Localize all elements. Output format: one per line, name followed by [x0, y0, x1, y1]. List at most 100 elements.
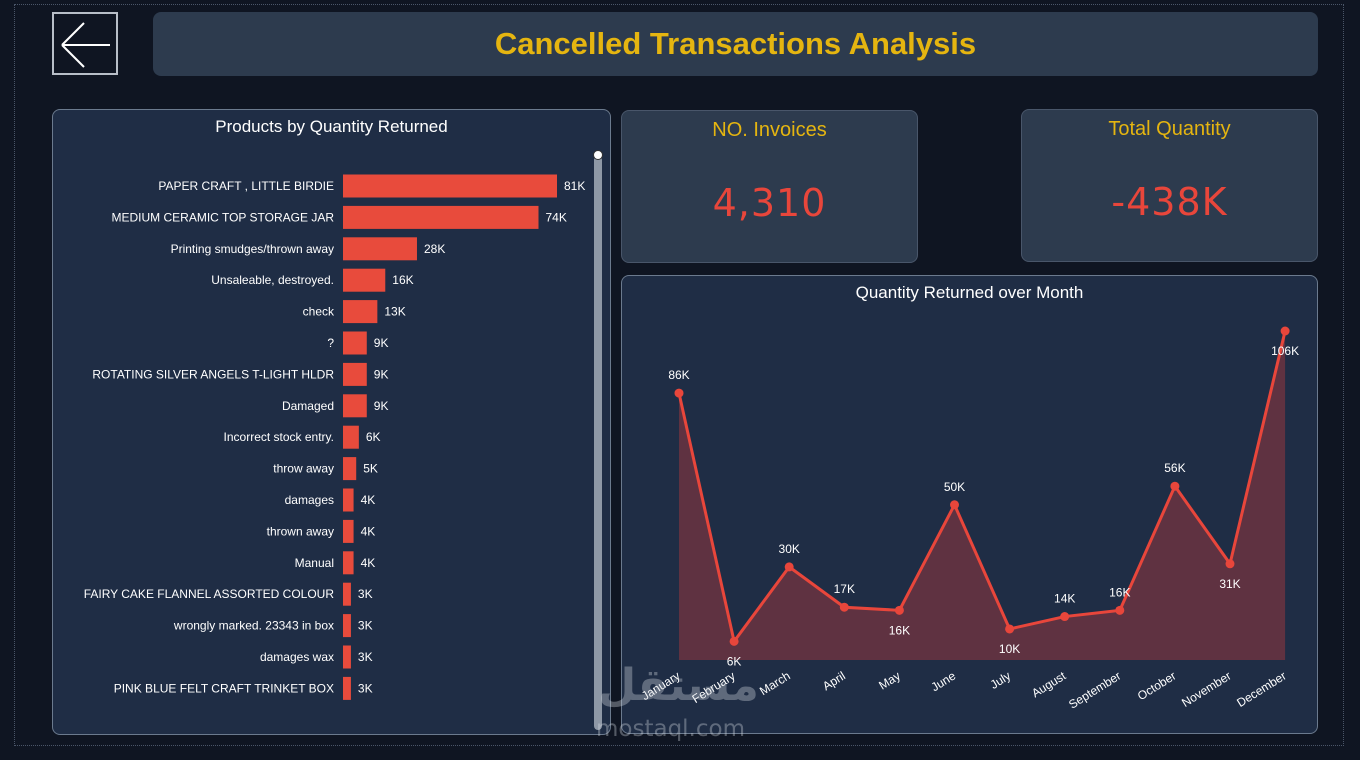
bar-value-label: 9K: [374, 336, 389, 350]
scrollbar-handle[interactable]: [593, 150, 603, 160]
bar[interactable]: [343, 676, 351, 700]
bar-chart-scrollbar[interactable]: [594, 156, 602, 730]
data-label: 14K: [1054, 592, 1075, 606]
data-label: 56K: [1164, 461, 1185, 475]
bar-category-label: Manual: [295, 556, 334, 570]
bar[interactable]: [343, 237, 417, 261]
bar[interactable]: [343, 425, 359, 449]
bar[interactable]: [343, 394, 367, 418]
bar-category-label: wrongly marked. 23343 in box: [173, 619, 334, 633]
bar[interactable]: [343, 362, 367, 386]
data-point[interactable]: [784, 562, 794, 572]
data-label: 106K: [1271, 344, 1299, 358]
x-tick-label: April: [820, 669, 848, 694]
data-label: 6K: [727, 654, 742, 668]
bar-category-label: Damaged: [282, 399, 334, 413]
bar-category-label: check: [303, 305, 335, 319]
line-chart-title: Quantity Returned over Month: [855, 283, 1084, 302]
bar-category-label: ROTATING SILVER ANGELS T-LIGHT HLDR: [92, 367, 334, 381]
bar-category-label: FAIRY CAKE FLANNEL ASSORTED COLOUR: [84, 587, 335, 601]
bar[interactable]: [343, 488, 354, 512]
bar-value-label: 5K: [363, 462, 378, 476]
bar-value-label: 3K: [358, 681, 373, 695]
x-tick-label: July: [988, 669, 1014, 692]
x-tick-label: January: [639, 669, 683, 704]
bar-category-label: PAPER CRAFT , LITTLE BIRDIE: [158, 179, 334, 193]
data-label: 16K: [889, 623, 910, 637]
bar-category-label: ?: [327, 336, 334, 350]
bar[interactable]: [343, 614, 351, 638]
data-point[interactable]: [839, 602, 849, 612]
data-label: 50K: [944, 480, 965, 494]
x-tick-label: March: [757, 669, 793, 699]
x-tick-label: August: [1029, 668, 1069, 700]
total-quantity-card: Total Quantity -438K: [1021, 109, 1318, 262]
x-tick-label: September: [1066, 669, 1123, 712]
bar-value-label: 4K: [361, 493, 376, 507]
data-label: 30K: [779, 542, 800, 556]
bar[interactable]: [343, 205, 539, 229]
bar-value-label: 9K: [374, 399, 389, 413]
data-point[interactable]: [1170, 481, 1180, 491]
arrow-left-icon: [61, 22, 110, 68]
bar-value-label: 4K: [361, 556, 376, 570]
x-tick-label: October: [1135, 669, 1179, 703]
data-point[interactable]: [1225, 559, 1235, 569]
bar-category-label: damages wax: [260, 650, 334, 664]
data-label: 17K: [834, 582, 855, 596]
bar-value-label: 3K: [358, 650, 373, 664]
x-tick-label: November: [1179, 669, 1233, 710]
invoices-card: NO. Invoices 4,310: [621, 110, 918, 263]
bar[interactable]: [343, 300, 378, 324]
data-point[interactable]: [950, 500, 959, 510]
bar[interactable]: [343, 457, 357, 481]
x-tick-label: December: [1234, 669, 1288, 710]
data-label: 86K: [668, 368, 689, 382]
title-bar: Cancelled Transactions Analysis: [153, 12, 1318, 76]
bar-chart-title: Products by Quantity Returned: [215, 117, 448, 136]
bar[interactable]: [343, 174, 557, 198]
data-point[interactable]: [674, 388, 684, 398]
bar-category-label: Printing smudges/thrown away: [171, 242, 334, 256]
bar-value-label: 28K: [424, 242, 445, 256]
bar[interactable]: [343, 645, 351, 669]
bar-value-label: 74K: [546, 210, 567, 224]
data-label: 31K: [1219, 577, 1240, 591]
bar-category-label: damages: [285, 493, 334, 507]
invoices-value: 4,310: [712, 181, 827, 225]
area-fill: [679, 331, 1286, 660]
data-point[interactable]: [894, 605, 904, 615]
dashboard-frame: [14, 4, 1344, 746]
bar-chart: PAPER CRAFT , LITTLE BIRDIE 81K MEDIUM CER…: [84, 174, 585, 700]
bar-value-label: 81K: [564, 179, 585, 193]
x-tick-label: June: [929, 669, 959, 695]
data-point[interactable]: [1060, 612, 1070, 622]
data-point[interactable]: [1115, 605, 1125, 615]
bar-value-label: 4K: [361, 524, 376, 538]
bar[interactable]: [343, 268, 386, 292]
bar[interactable]: [343, 519, 354, 543]
series-line: [677, 330, 1287, 645]
x-tick-label: May: [876, 669, 903, 693]
bar-category-label: thrown away: [267, 524, 334, 538]
page-title: Cancelled Transactions Analysis: [494, 26, 977, 61]
bar-value-label: 13K: [384, 305, 405, 319]
bar-category-label: MEDIUM CERAMIC TOP STORAGE JAR: [112, 210, 335, 224]
data-label: 10K: [999, 642, 1020, 656]
data-point[interactable]: [1280, 326, 1290, 336]
data-point[interactable]: [1005, 624, 1015, 634]
bar-category-label: throw away: [273, 462, 334, 476]
total-quantity-label: Total Quantity: [1108, 118, 1231, 140]
bar[interactable]: [343, 582, 351, 606]
bar[interactable]: [343, 331, 367, 355]
invoices-label: NO. Invoices: [712, 119, 827, 141]
bar-value-label: 6K: [366, 430, 381, 444]
total-quantity-value: -438K: [1111, 180, 1228, 224]
back-button[interactable]: [52, 12, 118, 75]
bar-value-label: 9K: [374, 367, 389, 381]
data-point[interactable]: [729, 636, 739, 646]
bar[interactable]: [343, 551, 354, 575]
bar-category-label: Incorrect stock entry.: [224, 430, 334, 444]
bar-category-label: Unsaleable, destroyed.: [211, 273, 334, 287]
